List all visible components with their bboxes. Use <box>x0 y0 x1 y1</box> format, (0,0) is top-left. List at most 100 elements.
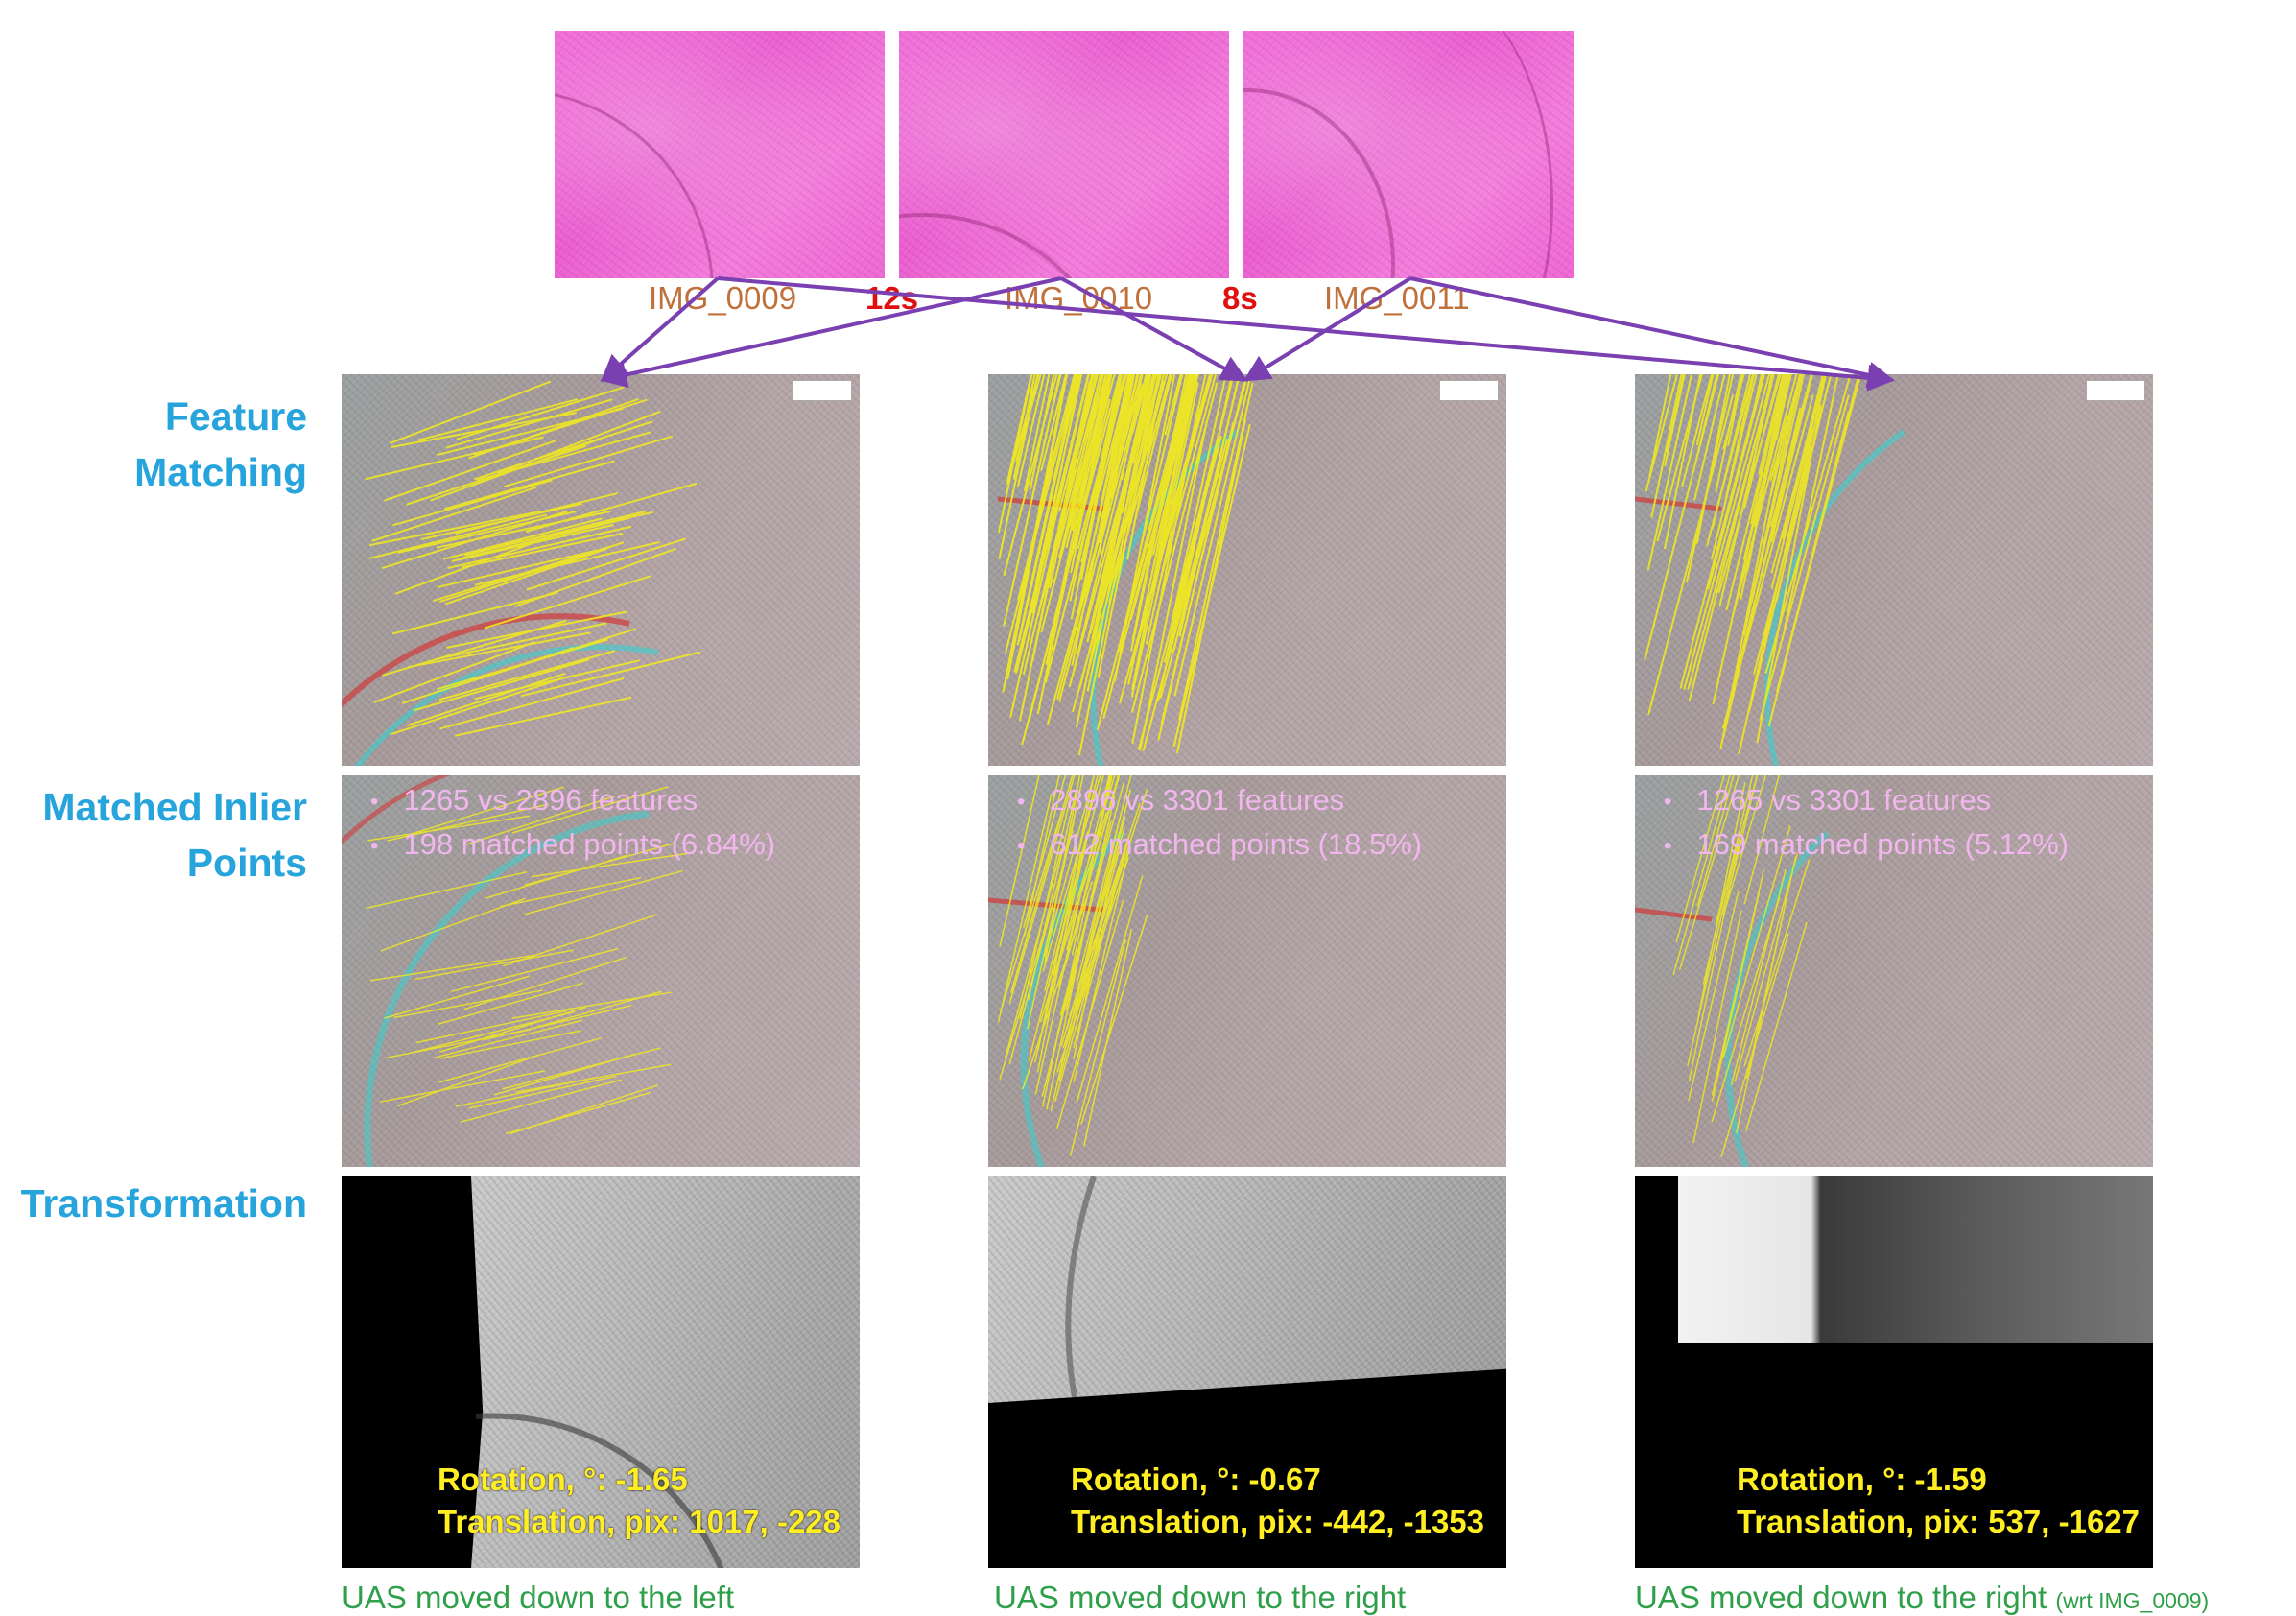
match-overlay-3 <box>1635 374 1905 766</box>
match-line <box>1132 374 1173 526</box>
match-line <box>1683 374 1771 690</box>
match-line <box>393 989 543 1019</box>
match-line <box>1040 374 1110 633</box>
match-line <box>1082 929 1133 1147</box>
translation-value-3: Translation, pix: 537, -1627 <box>1737 1504 2141 1539</box>
match-line <box>407 631 591 669</box>
match-line <box>1094 374 1113 454</box>
match-line <box>1711 374 1752 530</box>
match-line <box>463 956 627 1010</box>
source-image-img0010 <box>899 31 1229 278</box>
match-line <box>1753 374 1833 675</box>
match-line <box>467 397 639 460</box>
match-line <box>373 641 535 703</box>
match-line <box>421 502 582 540</box>
match-line <box>1650 374 1683 518</box>
transformation-panel-3: Rotation, °: -1.59 Translation, pix: 537… <box>1635 1176 2153 1568</box>
match-line <box>1732 374 1798 613</box>
match-line <box>445 398 613 449</box>
matched-inlier-panel-2: 2896 vs 3301 features 612 matched points… <box>988 775 1506 1167</box>
match-line <box>439 677 625 730</box>
conclusion-text-1: UAS moved down to the left <box>342 1580 735 1615</box>
match-line <box>1647 393 1735 716</box>
match-line <box>1096 412 1180 731</box>
match-line <box>397 511 577 554</box>
match-line <box>1132 374 1172 511</box>
match-line <box>1644 374 1720 661</box>
match-line <box>1002 377 1067 693</box>
match-line <box>1037 374 1077 511</box>
match-line <box>390 380 552 444</box>
match-line <box>438 982 583 1025</box>
match-line <box>417 398 579 441</box>
transform-values-2: Rotation, °: -0.67 Translation, pix: -44… <box>1071 1459 1484 1543</box>
match-line <box>1750 374 1785 525</box>
feature-matching-panel-3 <box>1635 374 2153 766</box>
match-line <box>1770 374 1827 589</box>
match-line <box>1711 869 1765 1096</box>
match-line <box>1131 412 1198 744</box>
match-line <box>1080 374 1126 563</box>
rotation-value-2: Rotation, °: -0.67 <box>1071 1462 1321 1497</box>
row-label-matched-inlier-points: Matched Inlier Points <box>42 785 307 885</box>
inlier-overlay-1 <box>342 775 694 1167</box>
match-line <box>1775 374 1860 693</box>
match-line <box>1113 374 1176 682</box>
match-line <box>438 650 616 701</box>
stats-list-3: 1265 vs 3301 features 169 matched points… <box>1664 779 2069 867</box>
transform-values-3: Rotation, °: -1.59 Translation, pix: 537… <box>1737 1459 2140 1543</box>
match-line <box>1118 374 1193 653</box>
match-line <box>396 1054 540 1107</box>
match-line <box>1163 374 1235 663</box>
match-line <box>1133 374 1158 453</box>
match-line <box>1023 374 1051 492</box>
match-line <box>1073 374 1148 672</box>
match-line <box>1118 381 1211 704</box>
arrow-0011-to-col3 <box>1409 276 1895 389</box>
match-line <box>1645 374 1679 492</box>
match-line <box>406 672 566 727</box>
match-line <box>1016 374 1046 487</box>
match-line <box>1073 831 1121 1060</box>
match-line <box>450 947 619 993</box>
match-line <box>1687 374 1775 690</box>
source-image-img0009 <box>555 31 885 278</box>
match-line <box>1061 374 1107 545</box>
match-line <box>474 420 653 481</box>
match-line <box>413 658 590 712</box>
recovered-image-2 <box>988 1176 1506 1403</box>
match-line <box>1692 910 1742 1144</box>
match-line <box>437 549 599 589</box>
match-line <box>1094 374 1133 535</box>
match-line <box>1099 374 1132 491</box>
match-line <box>468 1075 616 1109</box>
match-line <box>1006 374 1032 482</box>
match-line <box>460 1079 623 1123</box>
match-line <box>1132 374 1160 480</box>
crater-rim-2 <box>1065 1176 1097 1398</box>
match-line <box>439 1030 581 1059</box>
match-line <box>394 531 563 595</box>
match-line <box>1098 374 1136 554</box>
match-line <box>379 1070 545 1103</box>
conclusion-1: UAS moved down to the left <box>342 1580 734 1616</box>
conclusion-note-3: (wrt IMG_0009) <box>2055 1588 2210 1613</box>
match-line <box>505 1091 651 1135</box>
match-line <box>1725 374 1787 611</box>
match-line <box>1080 374 1124 580</box>
match-line <box>1046 880 1096 1110</box>
caption-strip <box>342 766 860 775</box>
transformation-panel-1: Rotation, °: -1.65 Translation, pix: 101… <box>342 1176 860 1568</box>
match-line <box>493 1053 637 1096</box>
transformation-panel-2: Rotation, °: -0.67 Translation, pix: -44… <box>988 1176 1506 1568</box>
match-line <box>1734 852 1799 1081</box>
panel-legend <box>2086 380 2145 401</box>
match-line <box>1086 374 1151 643</box>
match-line <box>438 622 607 660</box>
match-line <box>1050 886 1103 1112</box>
row-label-transformation: Transformation <box>20 1181 307 1225</box>
match-line <box>997 374 1033 533</box>
match-line <box>1769 374 1802 496</box>
match-line <box>1057 374 1104 549</box>
match-line <box>473 511 654 554</box>
